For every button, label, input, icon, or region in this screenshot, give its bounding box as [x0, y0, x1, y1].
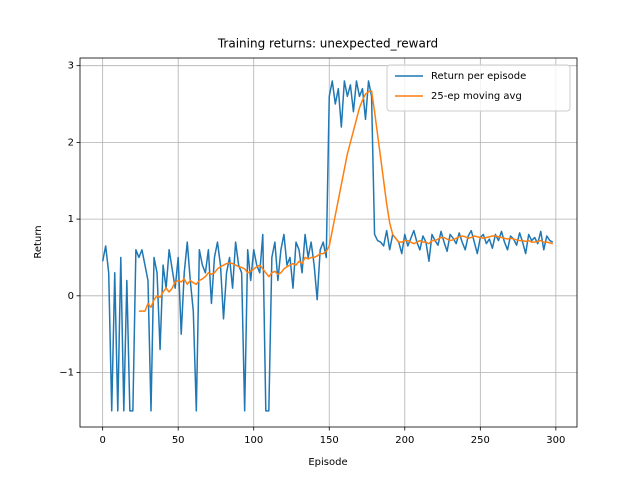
y-tick-label: 0 — [68, 291, 74, 302]
x-tick-label: 200 — [395, 435, 414, 446]
x-tick-label: 250 — [471, 435, 490, 446]
axes-frame — [79, 57, 578, 428]
chart-title: Training returns: unexpected_reward — [217, 37, 438, 51]
x-tick-label: 0 — [99, 435, 105, 446]
x-tick-label: 300 — [546, 435, 565, 446]
x-tick-label: 150 — [320, 435, 339, 446]
legend-label: 25-ep moving avg — [431, 91, 522, 102]
legend-label: Return per episode — [431, 71, 526, 82]
x-tick-label: 50 — [172, 435, 185, 446]
series-line — [101, 80, 554, 412]
x-tick-label: 100 — [244, 435, 263, 446]
y-tick-label: 2 — [68, 137, 74, 148]
x-axis-label: Episode — [308, 457, 347, 468]
legend: Return per episode 25-ep moving avg — [386, 64, 571, 112]
y-tick-label: 3 — [68, 61, 74, 72]
y-tick-label: 1 — [68, 214, 74, 225]
y-axis-label: Return — [33, 225, 44, 258]
y-tick-label: −1 — [59, 368, 74, 379]
series-line — [138, 90, 554, 312]
legend-box — [386, 64, 571, 112]
